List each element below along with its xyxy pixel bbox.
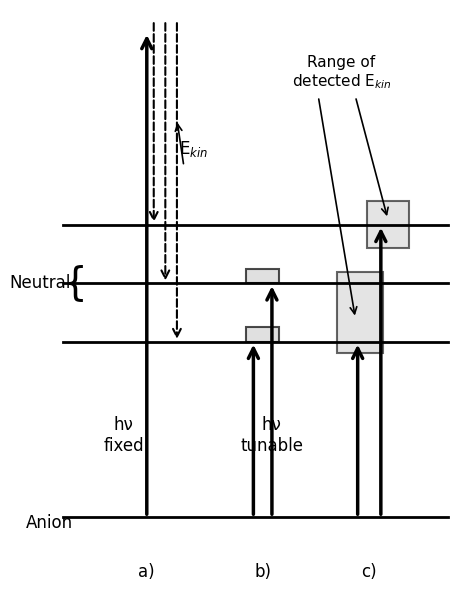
Text: hν
tunable: hν tunable: [240, 416, 303, 455]
Bar: [367, 202, 409, 248]
Bar: [246, 327, 279, 342]
Text: Range of
detected E$_{kin}$: Range of detected E$_{kin}$: [292, 55, 391, 91]
Text: Neutral: Neutral: [9, 274, 71, 292]
Bar: [337, 271, 383, 353]
Text: b): b): [254, 563, 271, 581]
Bar: [246, 268, 279, 283]
Text: {: {: [63, 264, 87, 302]
Text: hν
fixed: hν fixed: [103, 416, 144, 455]
Text: c): c): [362, 563, 377, 581]
Text: a): a): [138, 563, 155, 581]
Text: E$_{kin}$: E$_{kin}$: [179, 139, 209, 159]
Text: Anion: Anion: [26, 514, 73, 532]
